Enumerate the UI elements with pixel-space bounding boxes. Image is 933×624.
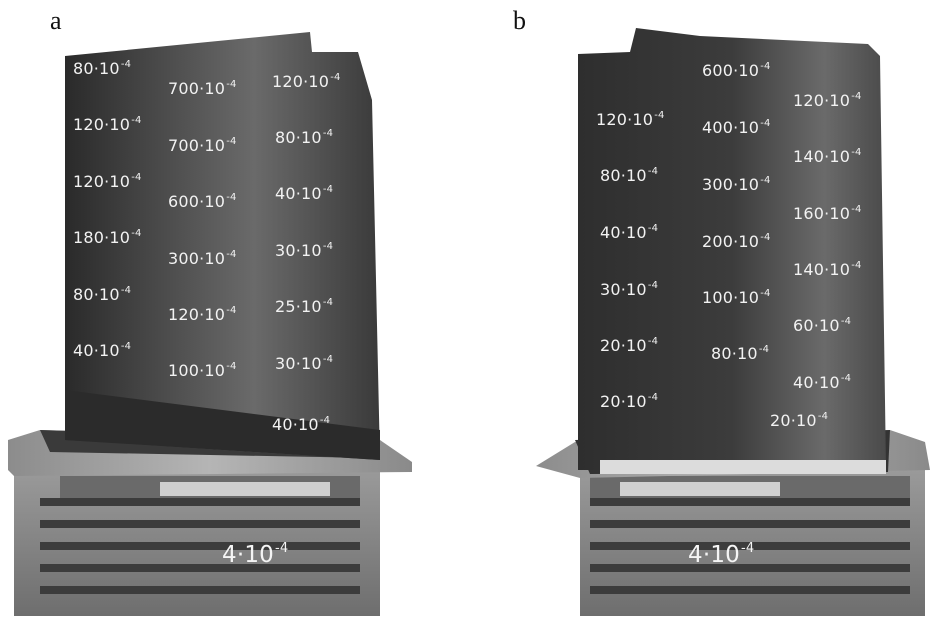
blade-b — [536, 28, 930, 616]
blade-b-label-6: 80·10-4 — [600, 166, 659, 185]
blade-b-label-2: 120·10-4 — [793, 91, 862, 110]
blade-b-label-13: 100·10-4 — [702, 288, 771, 307]
blade-a-label-15: 25·10-4 — [275, 297, 334, 316]
blade-b-label-15: 20·10-4 — [600, 336, 659, 355]
blade-b-label-3: 120·10-4 — [596, 110, 665, 129]
blade-b-label-10: 200·10-4 — [702, 232, 771, 251]
blade-a-label-16: 40·10-4 — [73, 341, 132, 360]
blade-a-label-2: 700·10-4 — [168, 79, 237, 98]
blade-a-airfoil — [65, 32, 380, 460]
blade-b-label-12: 30·10-4 — [600, 280, 659, 299]
blade-b-label-11: 140·10-4 — [793, 260, 862, 279]
blade-a-label-9: 40·10-4 — [275, 184, 334, 203]
blade-a-label-17: 100·10-4 — [168, 361, 237, 380]
blade-b-label-17: 40·10-4 — [793, 373, 852, 392]
blade-b-label-5: 140·10-4 — [793, 147, 862, 166]
blade-b-label-18: 20·10-4 — [600, 392, 659, 411]
panel-label-b: b — [513, 6, 526, 35]
blade-b-label-9: 40·10-4 — [600, 223, 659, 242]
blade-a-label-1: 80·10-4 — [73, 59, 132, 78]
blade-b-root-grooves — [590, 498, 910, 594]
blade-a-label-5: 700·10-4 — [168, 136, 237, 155]
blade-a-label-12: 30·10-4 — [275, 241, 334, 260]
blade-a-root-label: 4·10-4 — [222, 541, 289, 568]
blade-b-label-14: 60·10-4 — [793, 316, 852, 335]
blade-a-label-4: 120·10-4 — [73, 115, 142, 134]
blade-a-label-3: 120·10-4 — [272, 72, 341, 91]
blade-a-label-7: 120·10-4 — [73, 172, 142, 191]
blade-b-label-7: 300·10-4 — [702, 175, 771, 194]
blade-a-label-8: 600·10-4 — [168, 192, 237, 211]
blade-b-label-16: 80·10-4 — [711, 344, 770, 363]
blade-a-label-14: 120·10-4 — [168, 305, 237, 324]
blade-b-airfoil — [578, 28, 886, 470]
blade-a-label-18: 30·10-4 — [275, 354, 334, 373]
blade-a-label-10: 180·10-4 — [73, 228, 142, 247]
blade-a-label-11: 300·10-4 — [168, 249, 237, 268]
blade-b-label-4: 400·10-4 — [702, 118, 771, 137]
panel-label-a: a — [50, 6, 62, 35]
blade-b-label-19: 20·10-4 — [770, 411, 829, 430]
blade-a-label-19: 40·10-4 — [272, 415, 331, 434]
blade-a — [8, 32, 412, 616]
blade-b-label-8: 160·10-4 — [793, 204, 862, 223]
blade-a-label-6: 80·10-4 — [275, 128, 334, 147]
blade-b-label-1: 600·10-4 — [702, 61, 771, 80]
blade-b-root-label: 4·10-4 — [688, 541, 755, 568]
blade-a-root-grooves — [40, 498, 360, 594]
blade-a-label-13: 80·10-4 — [73, 285, 132, 304]
